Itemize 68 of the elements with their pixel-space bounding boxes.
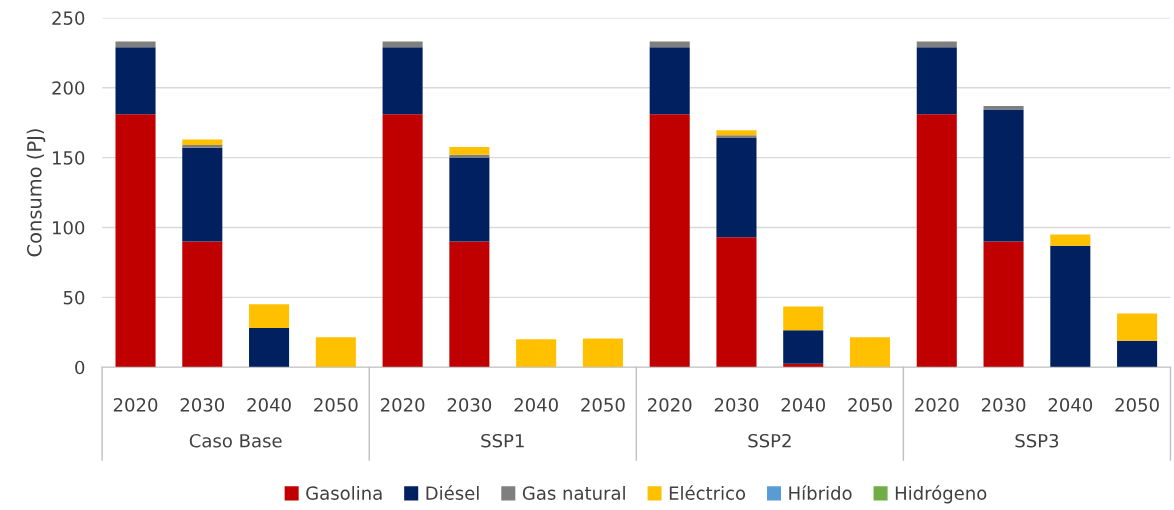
x-tick-label: 2040 (1048, 398, 1093, 412)
x-tick-label: 2030 (447, 398, 492, 412)
bar (182, 241, 223, 368)
text: SSP3 (1015, 433, 1059, 448)
legend-label: Híbrido (789, 485, 852, 500)
bar (716, 130, 757, 136)
bar (783, 330, 824, 364)
bar (382, 114, 423, 368)
bar (249, 328, 290, 368)
bar (115, 114, 156, 368)
bar (916, 47, 957, 115)
text: Caso Base (189, 433, 282, 448)
bar (983, 109, 1024, 242)
bar (582, 338, 623, 368)
x-tick-label: 2020 (380, 398, 425, 412)
bar (115, 47, 156, 115)
bar (449, 147, 490, 155)
bar (1117, 340, 1158, 368)
bar (182, 145, 223, 148)
bar (449, 154, 490, 158)
x-tick-label: 2020 (113, 398, 158, 412)
bar (382, 47, 423, 115)
bar (115, 41, 156, 48)
x-tick-label: 2040 (781, 398, 826, 412)
legend-label: Gasolina (306, 485, 382, 500)
x-tick-label: 2050 (848, 398, 892, 412)
y-tick-label: 100 (52, 220, 85, 235)
x-tick-label: 2050 (581, 398, 625, 412)
x-tick-label: 2030 (981, 398, 1026, 412)
x-tick-label: 2020 (915, 398, 959, 412)
y-tick-label: 0 (75, 360, 85, 375)
bar (983, 241, 1024, 368)
bar (449, 241, 490, 368)
bar (649, 114, 690, 368)
bar (182, 147, 223, 242)
bar (849, 337, 891, 368)
y-tick-label: 200 (52, 81, 85, 95)
bar (516, 339, 557, 368)
bar (315, 337, 356, 368)
x-tick-label: 2040 (514, 398, 558, 412)
x-tick-label: 2030 (180, 398, 225, 412)
bar (716, 237, 757, 368)
text: SSP2 (748, 433, 791, 448)
y-tick-label: 50 (63, 290, 85, 305)
bar (716, 138, 757, 238)
x-tick-label: 2030 (714, 398, 759, 412)
bar (716, 135, 757, 139)
legend-label: Hidrógeno (895, 485, 987, 504)
bar (1050, 245, 1091, 368)
bar (649, 47, 690, 115)
bar (249, 304, 290, 329)
x-tick-label: 2050 (314, 398, 358, 412)
bar (1050, 234, 1091, 246)
legend-label: Diésel (426, 485, 479, 500)
y-tick-label: 250 (52, 11, 85, 25)
x-tick-label: 2020 (648, 398, 692, 412)
x-tick-label: 2050 (1115, 398, 1159, 412)
bar (1117, 313, 1158, 341)
y-tick-label: 150 (52, 151, 85, 165)
bar (182, 139, 223, 146)
x-tick-label: 2040 (247, 398, 291, 412)
bar (783, 306, 824, 331)
legend-label: Gas natural (522, 485, 625, 500)
legend-label: Eléctrico (669, 485, 746, 500)
text: SSP1 (481, 433, 524, 448)
bar (449, 157, 490, 242)
bar (916, 114, 957, 368)
y-axis-title: Consumo (PJ) (26, 129, 46, 257)
